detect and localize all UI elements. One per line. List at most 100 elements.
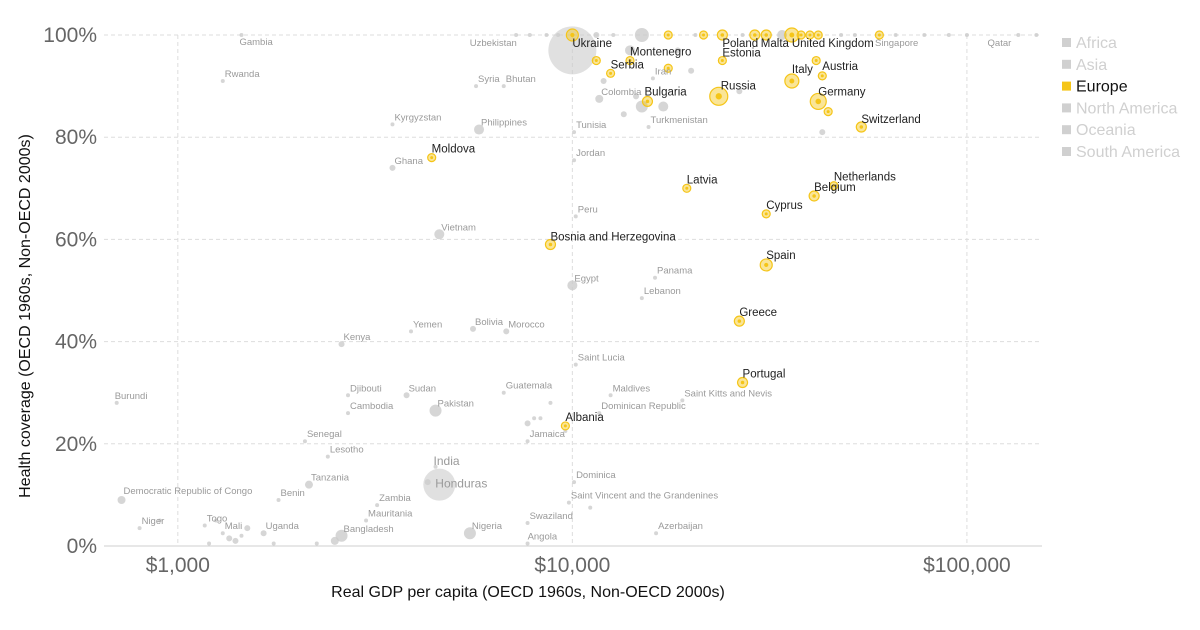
point-unnamed-12: [635, 100, 648, 113]
label-lebanon: Lebanon: [644, 286, 681, 297]
point-lebanon: [639, 296, 644, 301]
point-core-unnamed-37: [666, 33, 670, 37]
legend-label-asia: Asia: [1076, 57, 1107, 74]
point-unnamed-120: [514, 33, 519, 37]
point-colombia: [595, 94, 604, 103]
point-core-germany: [815, 98, 822, 105]
point-tanzania: [304, 480, 313, 489]
point-core-spain: [764, 262, 769, 268]
label-bhutan: Bhutan: [506, 74, 536, 85]
label-greece: Greece: [739, 307, 777, 319]
point-unnamed-115: [239, 533, 244, 538]
label-malta: Malta: [761, 38, 790, 50]
y-tick-label-80: 80%: [55, 126, 97, 149]
point-core-albania: [563, 424, 567, 428]
label-moldova: Moldova: [432, 144, 476, 156]
legend: Africa Asia Europe North America Oceania Sout…: [1062, 35, 1180, 161]
label-singapore: Singapore: [875, 38, 918, 49]
point-core-unnamed-45: [814, 59, 818, 63]
legend-swatch-africa: [1062, 38, 1071, 47]
point-core-latvia: [685, 186, 689, 190]
point-unnamed-26: [658, 101, 669, 112]
label-panama: Panama: [657, 266, 693, 277]
label-saint-vincent-and-the-grandenines: Saint Vincent and the Grandenines: [571, 491, 718, 502]
x-tick-label-100000: $100,000: [923, 554, 1011, 577]
point-core-unnamed-40: [808, 33, 812, 37]
point-core-unnamed-43: [594, 59, 598, 63]
label-djibouti: Djibouti: [350, 383, 382, 394]
label-netherlands: Netherlands: [834, 172, 896, 184]
muted-points-layer: [114, 26, 1039, 546]
label-egypt: Egypt: [574, 273, 599, 284]
point-nigeria: [463, 527, 476, 540]
legend-label-south-america: South America: [1076, 144, 1180, 161]
label-qatar: Qatar: [988, 38, 1012, 49]
point-unnamed-118: [314, 541, 319, 546]
label-togo: Togo: [207, 514, 228, 525]
point-philippines: [474, 124, 485, 135]
point-uzbekistan: [527, 33, 532, 37]
point-saint-vincent-and-the-grandenines: [566, 500, 571, 505]
label-gambia: Gambia: [239, 37, 273, 48]
point-ghana: [389, 164, 396, 171]
legend-swatch-oceania: [1062, 125, 1071, 135]
point-unnamed-130: [964, 33, 969, 37]
label-iran: Iran: [655, 66, 671, 77]
label-mauritania: Mauritania: [368, 508, 413, 519]
point-jordan: [572, 158, 577, 163]
point-zambia: [375, 503, 380, 508]
point-unnamed-131: [1034, 33, 1039, 37]
y-tick-label-0: 0%: [67, 535, 97, 558]
label-uzbekistan: Uzbekistan: [470, 38, 517, 49]
label-jamaica: Jamaica: [530, 429, 566, 440]
label-turkmenistan: Turkmenistan: [651, 115, 708, 126]
point-kyrgyzstan: [390, 122, 395, 127]
label-ghana: Ghana: [394, 156, 423, 167]
label-guatemala: Guatemala: [506, 381, 553, 392]
point-unnamed-116: [214, 518, 219, 523]
label-yemen: Yemen: [413, 319, 442, 330]
point-unnamed-68: [424, 479, 431, 486]
point-unnamed-59: [600, 77, 607, 84]
point-core-poland: [720, 33, 725, 37]
point-core-malta: [753, 33, 757, 37]
point-saint-lucia: [573, 362, 578, 367]
point-core-unnamed-39: [799, 33, 803, 37]
point-rwanda: [220, 78, 225, 83]
label-democratic-republic-of-congo: Democratic Republic of Congo: [124, 486, 253, 497]
label-bangladesh: Bangladesh: [344, 524, 394, 535]
point-maldives: [608, 393, 613, 398]
point-labels-layer: Ukraine Poland Malta United Kingdom Monteneg…: [115, 37, 1012, 542]
label-russia: Russia: [721, 80, 757, 92]
label-uganda: Uganda: [266, 521, 300, 532]
point-singapore: [922, 33, 927, 37]
label-rwanda: Rwanda: [225, 69, 261, 80]
point-unnamed-126: [839, 33, 844, 37]
point-unnamed-27: [777, 30, 788, 40]
label-saint-kitts-and-nevis: Saint Kitts and Nevis: [684, 388, 772, 399]
point-uganda: [260, 530, 267, 537]
y-tick-label-20: 20%: [55, 433, 97, 456]
point-unnamed-61: [620, 111, 627, 118]
label-peru: Peru: [578, 204, 598, 215]
label-united-kingdom: United Kingdom: [792, 38, 874, 50]
point-sudan: [403, 392, 410, 399]
europe-points-layer: [427, 27, 884, 431]
label-latvia: Latvia: [687, 174, 718, 186]
point-unnamed-109: [532, 416, 537, 421]
label-syria: Syria: [478, 74, 500, 85]
label-spain: Spain: [766, 250, 795, 262]
point-bolivia: [470, 325, 477, 332]
point-core-unnamed-46: [826, 110, 830, 114]
label-switzerland: Switzerland: [861, 114, 920, 126]
point-core-unnamed-41: [816, 33, 820, 37]
point-guatemala: [501, 390, 506, 395]
point-core-greece: [737, 319, 742, 323]
point-core-netherlands: [832, 184, 836, 188]
point-pakistan: [429, 404, 442, 417]
point-core-ukraine: [570, 32, 575, 38]
point-unnamed-121: [544, 33, 549, 37]
label-serbia: Serbia: [611, 59, 645, 71]
point-unnamed-50: [330, 536, 339, 545]
